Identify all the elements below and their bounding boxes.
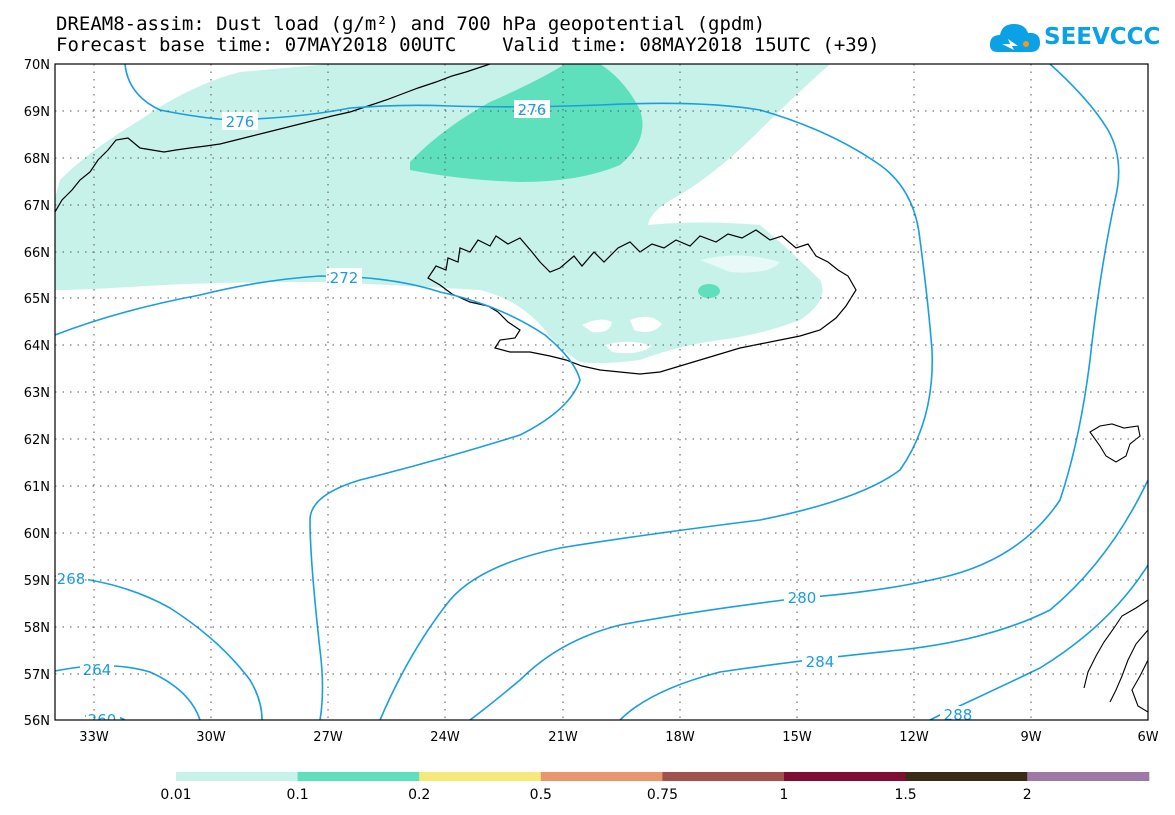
lon-label: 27W: [313, 730, 343, 745]
contour-label: 260: [88, 711, 117, 729]
lat-label: 69N: [24, 105, 50, 120]
longitude-labels: 33W 30W 27W 24W 21W 18W 15W 12W 9W 6W: [79, 730, 1158, 745]
dust-region-light: [55, 64, 830, 364]
faroe-islands: [1089, 423, 1141, 463]
lon-label: 9W: [1020, 730, 1041, 745]
lat-label: 57N: [24, 668, 50, 683]
lon-label: 24W: [430, 730, 460, 745]
lon-label: 21W: [548, 730, 578, 745]
lat-label: 65N: [24, 292, 50, 307]
lon-label: 18W: [665, 730, 695, 745]
colorbar-swatch: [176, 772, 299, 781]
colorbar-label: 0.5: [530, 787, 552, 803]
greenland-coastline: [55, 64, 491, 213]
contour-label: 264: [83, 661, 112, 679]
lat-label: 59N: [24, 574, 50, 589]
scotland-coastline: [1083, 599, 1148, 713]
colorbar-swatch: [784, 772, 907, 781]
logo-text: SEEVCCC: [1044, 24, 1161, 50]
contour-label: 280: [788, 589, 817, 607]
colorbar-label: 0.1: [286, 787, 308, 803]
lat-label: 63N: [24, 386, 50, 401]
colorbar-label: 2: [1023, 787, 1032, 803]
lat-label: 68N: [24, 152, 50, 167]
colorbar-label: 1: [780, 787, 789, 803]
colorbar-label: 1.5: [894, 787, 916, 803]
colorbar-label: 0.01: [160, 787, 191, 803]
colorbar-swatch: [905, 772, 1028, 781]
lat-label: 60N: [24, 527, 50, 542]
contour-labels: 276 276 272 268 264 260 280 284 288: [56, 100, 976, 729]
colorbar-swatch: [662, 772, 785, 781]
map-title: DREAM8-assim: Dust load (g/m²) and 700 h…: [56, 13, 766, 35]
colorbar-label: 0.2: [408, 787, 430, 803]
lat-label: 56N: [24, 714, 50, 729]
map-frame: [54, 63, 1149, 721]
geopotential-contours: [55, 64, 1148, 720]
contour-label: 268: [57, 570, 86, 588]
lat-label: 67N: [24, 199, 50, 214]
colorbar: 0.01 0.1 0.2 0.5 0.75 1 1.5 2: [160, 772, 1150, 803]
dust-region-medium: [410, 64, 643, 182]
lat-label: 64N: [24, 339, 50, 354]
colorbar-swatch: [540, 772, 663, 781]
latitude-labels: 70N 69N 68N 67N 66N 65N 64N 63N 62N 61N …: [24, 58, 50, 729]
contour-label: 284: [806, 653, 835, 671]
lon-label: 12W: [899, 730, 929, 745]
colorbar-swatch: [1027, 772, 1150, 781]
lon-label: 6W: [1137, 730, 1158, 745]
colorbar-swatch: [297, 772, 420, 781]
lon-label: 30W: [196, 730, 226, 745]
contour-label: 276: [226, 113, 255, 131]
forecast-times: Forecast base time: 07MAY2018 00UTC Vali…: [56, 34, 880, 56]
contour-label: 276: [518, 101, 547, 119]
lon-label: 33W: [79, 730, 109, 745]
colorbar-swatch: [419, 772, 542, 781]
lat-label: 61N: [24, 480, 50, 495]
lat-label: 62N: [24, 433, 50, 448]
lat-label: 70N: [24, 58, 50, 73]
lat-label: 66N: [24, 246, 50, 261]
seevccc-logo: SEEVCCC: [988, 18, 1160, 60]
colorbar-label: 0.75: [647, 787, 678, 803]
lat-label: 58N: [24, 621, 50, 636]
iceland-coastline: [427, 229, 857, 375]
contour-label: 272: [330, 269, 359, 287]
contour-label: 288: [944, 706, 973, 724]
cloud-icon: [989, 24, 1040, 52]
lon-label: 15W: [782, 730, 812, 745]
